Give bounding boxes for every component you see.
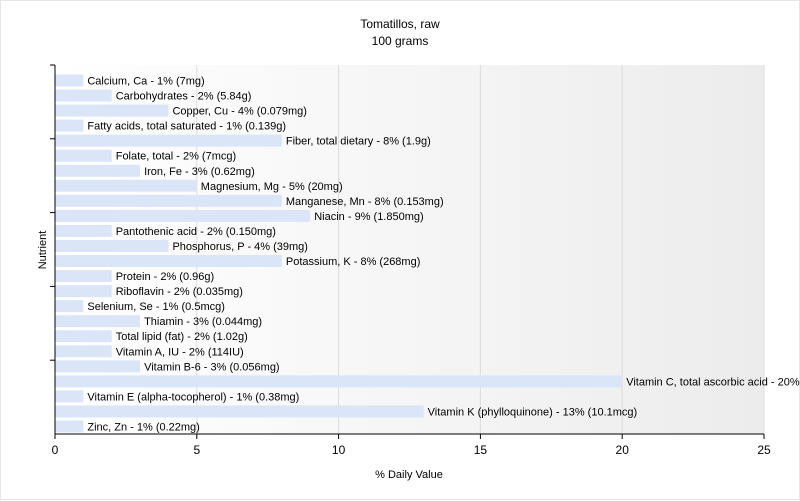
- bar: [55, 375, 623, 388]
- bar: [55, 390, 84, 403]
- bar-label: Zinc, Zn - 1% (0.22mg): [87, 421, 199, 433]
- plot-area: [55, 65, 764, 434]
- x-tick-label: 0: [52, 443, 59, 457]
- x-tick-label: 15: [474, 443, 488, 457]
- bar-label: Potassium, K - 8% (268mg): [286, 256, 421, 268]
- bar-label: Riboflavin - 2% (0.035mg): [116, 286, 243, 298]
- bars: [55, 74, 623, 433]
- bar-label: Protein - 2% (0.96g): [116, 271, 214, 283]
- grid-lines: [196, 65, 765, 434]
- bar-label: Calcium, Ca - 1% (7mg): [87, 76, 204, 88]
- x-axis-label: % Daily Value: [375, 469, 443, 481]
- bar: [55, 360, 141, 373]
- bar-label: Magnesium, Mg - 5% (20mg): [201, 181, 343, 193]
- bar: [55, 224, 112, 237]
- chart-title: Tomatillos, raw: [360, 17, 440, 31]
- bar-label: Carbohydrates - 2% (5.84g): [116, 91, 252, 103]
- x-tick-label: 20: [616, 443, 630, 457]
- bar: [55, 300, 84, 313]
- bar-label: Pantothenic acid - 2% (0.150mg): [116, 226, 276, 238]
- bar-label: Vitamin A, IU - 2% (114IU): [116, 346, 244, 358]
- bar-label: Total lipid (fat) - 2% (1.02g): [116, 331, 248, 343]
- bar: [55, 255, 282, 268]
- bar-label: Vitamin B-6 - 3% (0.056mg): [144, 361, 280, 373]
- bar-label: Vitamin K (phylloquinone) - 13% (10.1mcg…: [428, 406, 638, 418]
- bar-label: Manganese, Mn - 8% (0.153mg): [286, 196, 444, 208]
- bar: [55, 270, 112, 283]
- bar: [55, 104, 169, 117]
- y-axis-label: Nutrient: [37, 231, 49, 270]
- bar-label: Niacin - 9% (1.850mg): [314, 211, 423, 223]
- bar-label: Selenium, Se - 1% (0.5mcg): [87, 301, 225, 313]
- bar-label: Phosphorus, P - 4% (39mg): [172, 241, 308, 253]
- bar: [55, 420, 84, 433]
- bar: [55, 194, 282, 207]
- bar: [55, 209, 311, 222]
- bar: [55, 149, 112, 162]
- bar-label: Folate, total - 2% (7mcg): [116, 151, 236, 163]
- bar-label: Thiamin - 3% (0.044mg): [144, 316, 262, 328]
- bar: [55, 239, 169, 252]
- bar: [55, 285, 112, 298]
- bar: [55, 330, 112, 343]
- bar-label: Fiber, total dietary - 8% (1.9g): [286, 136, 431, 148]
- bar-label: Copper, Cu - 4% (0.079mg): [172, 106, 307, 118]
- chart-subtitle: 100 grams: [372, 34, 429, 48]
- bar: [55, 179, 197, 192]
- bar-labels: Calcium, Ca - 1% (7mg) Carbohydrates - 2%…: [87, 76, 800, 434]
- bar: [55, 134, 282, 147]
- bar: [55, 164, 141, 177]
- bar-label: Vitamin E (alpha-tocopherol) - 1% (0.38m…: [87, 391, 299, 403]
- bar: [55, 119, 84, 132]
- bar: [55, 405, 424, 418]
- bar: [55, 315, 141, 328]
- bar: [55, 74, 84, 87]
- x-tick-label: 10: [332, 443, 346, 457]
- bar: [55, 89, 112, 102]
- x-tick-label: 5: [193, 443, 200, 457]
- x-tick-label: 25: [757, 443, 771, 457]
- bar-label: Iron, Fe - 3% (0.62mg): [144, 166, 255, 178]
- axes: 0 5 10 15 20 25: [50, 64, 771, 457]
- bar-label: Vitamin C, total ascorbic acid - 20% (11…: [626, 376, 800, 388]
- bar: [55, 345, 112, 358]
- bar-label: Fatty acids, total saturated - 1% (0.139…: [87, 121, 286, 133]
